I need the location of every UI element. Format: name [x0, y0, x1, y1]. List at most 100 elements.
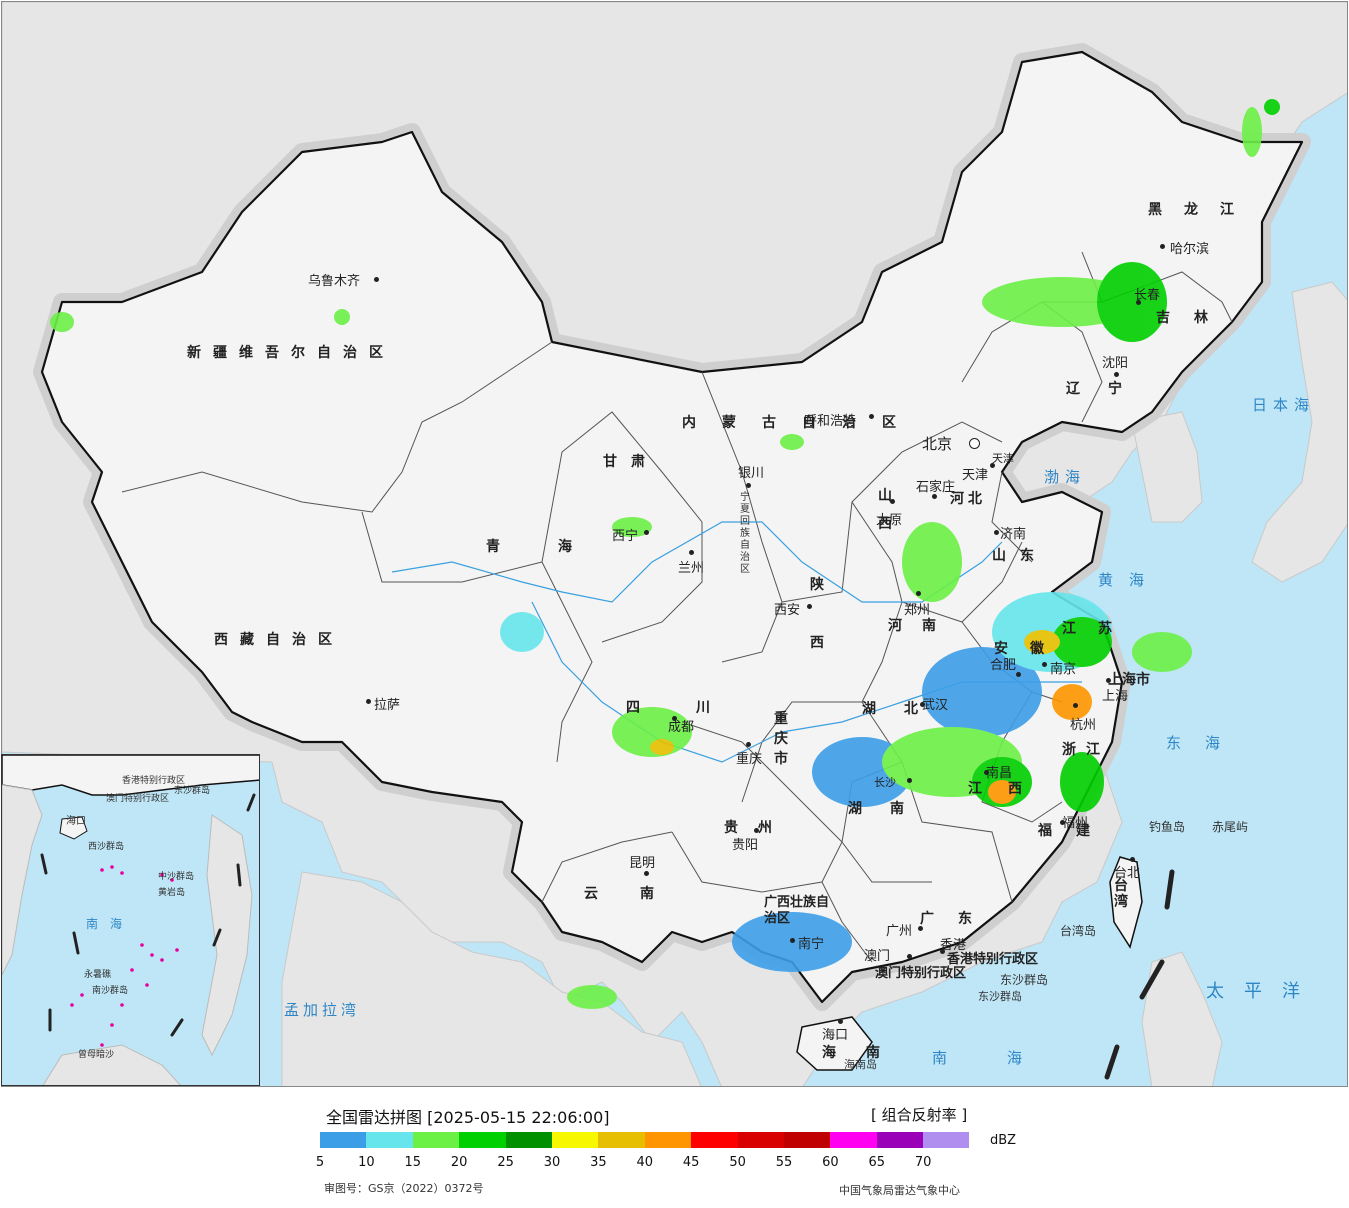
province-label-guangdong: 广东	[920, 911, 996, 927]
city-marker	[907, 778, 912, 783]
province-boundaries	[121, 251, 1233, 963]
philippines-land	[1141, 951, 1223, 1086]
province-label-jiangxi: 江西	[968, 781, 1048, 797]
scale-tick-label: 50	[729, 1155, 746, 1170]
island-label: 钓鱼岛	[1149, 820, 1186, 834]
color-swatch	[320, 1132, 367, 1148]
color-swatch	[412, 1132, 460, 1148]
korea-japan-land	[1131, 411, 1203, 523]
scale-tick-label: 55	[775, 1155, 793, 1170]
city-label: 香港	[940, 938, 967, 953]
city-label: 济南	[1000, 527, 1027, 542]
city-label: 上海	[1102, 689, 1129, 704]
province-label-gansu: 甘肃	[603, 454, 659, 470]
city-marker	[1073, 703, 1078, 708]
inset-island-label: 黄岩岛	[158, 888, 186, 898]
province-label-xinjiang: 新疆维吾尔自治区	[187, 345, 395, 361]
city-marker	[689, 550, 694, 555]
approval-number: 审图号：GS京（2022）0372号	[324, 1182, 484, 1195]
province-label-hainan: 海南	[822, 1045, 910, 1061]
city-label: 呼和浩特	[804, 414, 857, 429]
color-scale-ticks: 5 10 15 20 25 30 35 40 45 50 55 60 65 70	[316, 1155, 960, 1173]
color-swatch	[783, 1132, 831, 1148]
province-label-fujian: 福建	[1038, 823, 1114, 839]
city-label: 南昌	[986, 766, 1013, 781]
city-marker	[940, 949, 945, 954]
city-marker	[366, 699, 371, 704]
province-label-shanxi: 山西	[878, 488, 892, 532]
city-label: 天津	[962, 468, 989, 483]
city-label: 兰州	[678, 561, 705, 576]
color-swatch	[598, 1132, 645, 1148]
city-marker	[838, 1019, 843, 1024]
province-label-taiwan: 台湾	[1114, 878, 1128, 910]
city-marker	[754, 828, 759, 833]
city-marker	[746, 742, 751, 747]
province-label-hongkong: 香港特别行政区	[947, 952, 1039, 967]
island-label: 海南岛	[844, 1058, 877, 1071]
province-label-hunan: 湖南	[848, 801, 932, 817]
scale-tick-label: 40	[636, 1155, 654, 1170]
scale-tick-label: 20	[450, 1155, 468, 1170]
city-marker	[990, 463, 995, 468]
inset-island-label: 曾母暗沙	[78, 1050, 115, 1060]
legend-title: 全国雷达拼图 [2025-05-15 22:06:00]	[326, 1108, 610, 1127]
province-label-shandong: 山东	[992, 548, 1048, 564]
city-label: 昆明	[629, 856, 656, 871]
province-label-guangxi: 广西壮族自治区	[764, 895, 830, 926]
province-label-jiangsu: 江苏	[1062, 621, 1134, 637]
source-credit: 中国气象局雷达气象中心	[839, 1184, 960, 1197]
hainan-island	[796, 1016, 873, 1071]
legend-panel	[0, 1088, 1349, 1208]
city-marker	[916, 591, 921, 596]
city-label: 银川	[738, 466, 765, 481]
color-scale	[320, 1132, 970, 1148]
city-label: 台北	[1114, 866, 1141, 881]
province-label-yunnan: 云南	[584, 886, 696, 902]
radar-echoes	[50, 99, 1280, 1009]
inset-region-label: 澳门特别行政区	[106, 794, 170, 804]
city-label: 石家庄	[916, 480, 956, 495]
city-label: 长春	[1134, 288, 1161, 303]
city-label: 西宁	[612, 529, 639, 544]
city-marker	[1042, 662, 1047, 667]
province-label-neimenggu: 内蒙古自治区	[682, 415, 922, 431]
city-label: 南京	[1050, 662, 1077, 677]
province-label-henan: 河南	[888, 618, 956, 634]
city-marker	[918, 926, 923, 931]
sea-label: 日本海	[1252, 396, 1316, 414]
scale-tick-label: 30	[543, 1155, 561, 1170]
inset-island-label: 永暑礁	[84, 970, 112, 980]
city-marker	[644, 530, 649, 535]
province-label-tianjin: 天津	[992, 452, 1014, 465]
scale-tick-label: 70	[914, 1155, 932, 1170]
city-marker	[890, 499, 895, 504]
inset-island-label: 西沙群岛	[88, 842, 125, 852]
city-marker	[1136, 300, 1141, 305]
city-label: 拉萨	[374, 698, 401, 713]
city-marker	[984, 770, 989, 775]
city-label: 西安	[774, 603, 801, 618]
city-label: 重庆	[736, 752, 763, 767]
city-marker	[994, 530, 999, 535]
scale-tick-label: 5	[315, 1155, 325, 1170]
city-marker	[1130, 857, 1135, 862]
island-label: 东沙群岛	[1000, 973, 1049, 987]
inset-sea-label: 南海	[86, 917, 135, 931]
city-marker	[1160, 244, 1165, 249]
sea-label: 太平洋	[1206, 981, 1320, 1002]
province-label-tibet: 西藏自治区	[214, 632, 344, 648]
city-marker	[907, 954, 912, 959]
color-swatch	[505, 1132, 552, 1148]
province-label-shanghai: 上海市	[1108, 672, 1150, 688]
province-label-sichuan: 四川	[626, 700, 766, 716]
city-marker	[869, 414, 874, 419]
color-swatch	[923, 1132, 970, 1148]
city-marker	[374, 277, 379, 282]
city-label: 合肥	[990, 658, 1017, 673]
city-label: 贵阳	[732, 838, 759, 853]
sea-label: 孟加拉湾	[284, 1001, 361, 1019]
sea-label: 东海	[1166, 734, 1245, 752]
inset-region-label: 香港特别行政区	[122, 776, 186, 786]
province-label-hebei: 河北	[950, 491, 986, 507]
